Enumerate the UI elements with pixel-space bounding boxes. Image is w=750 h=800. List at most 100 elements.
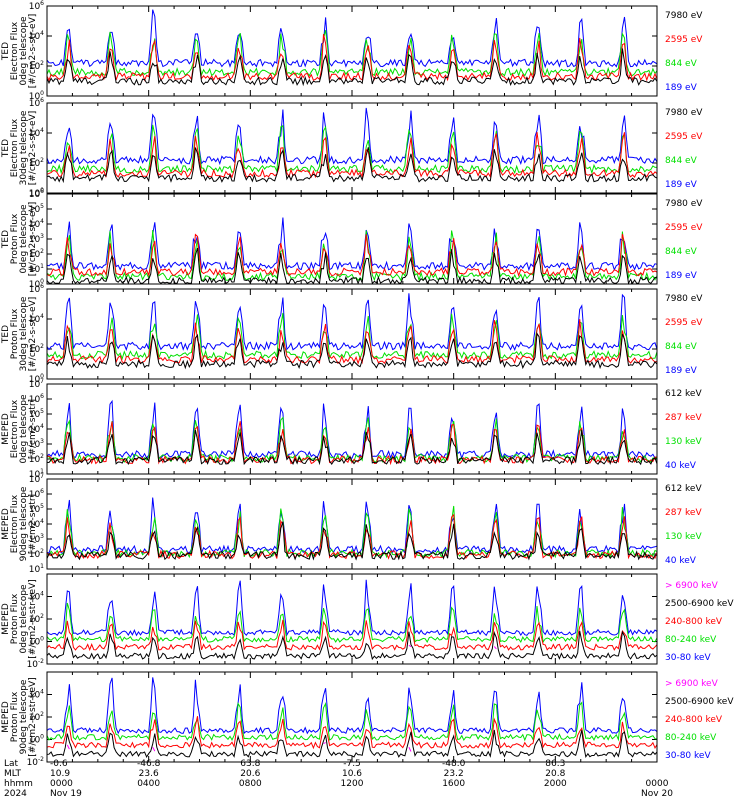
series-line bbox=[46, 429, 658, 466]
y-tick-label: 103 bbox=[29, 533, 44, 545]
y-tick-label: 105 bbox=[29, 203, 44, 215]
y-axis-label: [#/cm2-s-str-eV] bbox=[28, 14, 38, 89]
series-line bbox=[46, 630, 658, 661]
y-axis-label: Electron Flux bbox=[10, 494, 20, 553]
series-line bbox=[46, 701, 658, 742]
legend-entry: 7980 eV bbox=[665, 294, 703, 304]
y-tick-label: 10-2 bbox=[27, 756, 45, 768]
series-line bbox=[46, 132, 658, 179]
x-row-label: 2024 bbox=[4, 789, 27, 799]
x-tick-label: 1200 bbox=[341, 779, 364, 789]
legend-entry: 612 keV bbox=[665, 389, 702, 399]
y-axis-label: Electron Flux bbox=[10, 21, 20, 80]
x-tick-label: Nov 19 bbox=[50, 789, 82, 799]
y-tick-label: 104 bbox=[29, 518, 44, 530]
y-axis-label: TED bbox=[1, 139, 11, 158]
legend-entry: 130 keV bbox=[665, 437, 702, 447]
y-tick-label: 106 bbox=[29, 97, 44, 109]
series-line bbox=[46, 677, 658, 735]
series-line bbox=[46, 124, 658, 175]
y-tick-label: 101 bbox=[29, 263, 44, 275]
series-line bbox=[46, 602, 658, 644]
y-axis-label: MEPED bbox=[1, 603, 11, 635]
series-line bbox=[46, 233, 658, 278]
y-axis-label: 90deg telescope bbox=[19, 486, 29, 561]
panel-frame bbox=[46, 102, 658, 194]
legend-entry: 189 eV bbox=[665, 180, 698, 190]
y-tick-label: 102 bbox=[29, 248, 44, 260]
x-tick-label: 86.3 bbox=[545, 759, 565, 769]
series-line bbox=[46, 497, 658, 555]
y-tick-label: 103 bbox=[29, 438, 44, 450]
legend-entry: 240-800 keV bbox=[665, 715, 723, 725]
series-line bbox=[46, 30, 658, 78]
y-tick-label: 102 bbox=[29, 60, 44, 72]
series-line bbox=[46, 399, 658, 460]
y-tick-label: 100 bbox=[29, 187, 44, 199]
legend-entry: 240-800 keV bbox=[665, 617, 723, 627]
x-tick-label: 2000 bbox=[544, 779, 567, 789]
x-tick-label: 63.8 bbox=[240, 759, 260, 769]
series-line bbox=[46, 521, 658, 561]
legend-entry: 7980 eV bbox=[665, 199, 703, 209]
y-axis-label: Proton Flux bbox=[10, 593, 20, 644]
series-line bbox=[46, 513, 658, 560]
y-tick-label: 104 bbox=[29, 127, 44, 139]
y-axis-label: TED bbox=[1, 325, 11, 344]
y-tick-label: 104 bbox=[29, 423, 44, 435]
legend-entry: 2595 eV bbox=[665, 35, 703, 45]
y-tick-label: 104 bbox=[29, 218, 44, 230]
y-tick-label: 106 bbox=[29, 488, 44, 500]
x-row-label: Lat bbox=[4, 759, 19, 769]
y-tick-label: 10-2 bbox=[27, 658, 45, 670]
y-axis-label: Proton Flux bbox=[10, 308, 20, 359]
x-tick-label: -48.0 bbox=[442, 759, 466, 769]
y-axis-label: 0deg telescope bbox=[19, 204, 29, 274]
legend-entry: 40 keV bbox=[665, 461, 697, 471]
legend-entry: 30-80 keV bbox=[665, 751, 711, 761]
series-line bbox=[46, 421, 658, 466]
y-axis-label: [#/cm2-s-str-eV] bbox=[28, 111, 38, 186]
y-tick-label: 100 bbox=[29, 734, 44, 746]
x-tick-label: 0400 bbox=[137, 779, 160, 789]
y-tick-label: 104 bbox=[29, 30, 44, 42]
series-line bbox=[46, 579, 658, 637]
x-row-label: MLT bbox=[4, 769, 22, 779]
x-tick-label: -46.8 bbox=[137, 759, 161, 769]
y-tick-label: 102 bbox=[29, 711, 44, 723]
legend-entry: 80-240 keV bbox=[665, 635, 717, 645]
series-line bbox=[46, 312, 658, 361]
y-axis-label: [#/cm2-s-str-keV] bbox=[28, 677, 38, 756]
legend-entry: 287 keV bbox=[665, 413, 702, 423]
x-tick-label: 23.6 bbox=[139, 769, 159, 779]
y-axis-label: Electron Flux bbox=[10, 399, 20, 458]
y-axis-label: 30deg telescope bbox=[19, 296, 29, 371]
y-tick-label: 101 bbox=[29, 468, 44, 480]
series-line bbox=[46, 217, 658, 272]
series-line bbox=[46, 293, 658, 352]
x-tick-label: 10.6 bbox=[342, 769, 362, 779]
y-tick-label: 101 bbox=[29, 563, 44, 575]
legend-entry: 40 keV bbox=[665, 556, 697, 566]
y-axis-label: [#/cm2-s-str] bbox=[28, 399, 38, 459]
series-line bbox=[46, 147, 658, 184]
y-tick-label: 106 bbox=[29, 393, 44, 405]
y-axis-label: Proton Flux bbox=[10, 691, 20, 742]
series-line bbox=[46, 319, 658, 366]
y-axis-label: TED bbox=[1, 230, 11, 249]
series-line bbox=[46, 331, 658, 370]
y-axis-label: 30deg telescope bbox=[19, 110, 29, 185]
series-line bbox=[46, 619, 658, 652]
y-tick-label: 106 bbox=[29, 188, 44, 200]
y-tick-label: 102 bbox=[29, 613, 44, 625]
y-tick-label: 102 bbox=[29, 453, 44, 465]
y-tick-label: 104 bbox=[29, 689, 44, 701]
legend-entry: 7980 eV bbox=[665, 108, 703, 118]
series-line bbox=[46, 107, 658, 166]
legend-entry: 189 eV bbox=[665, 366, 698, 376]
x-tick-label: -7.5 bbox=[343, 759, 361, 769]
y-axis-label: Proton Flux bbox=[10, 213, 20, 264]
legend-entry: 844 eV bbox=[665, 342, 698, 352]
legend-entry: > 6900 keV bbox=[665, 581, 719, 591]
x-tick-label: 0000 bbox=[50, 779, 73, 789]
